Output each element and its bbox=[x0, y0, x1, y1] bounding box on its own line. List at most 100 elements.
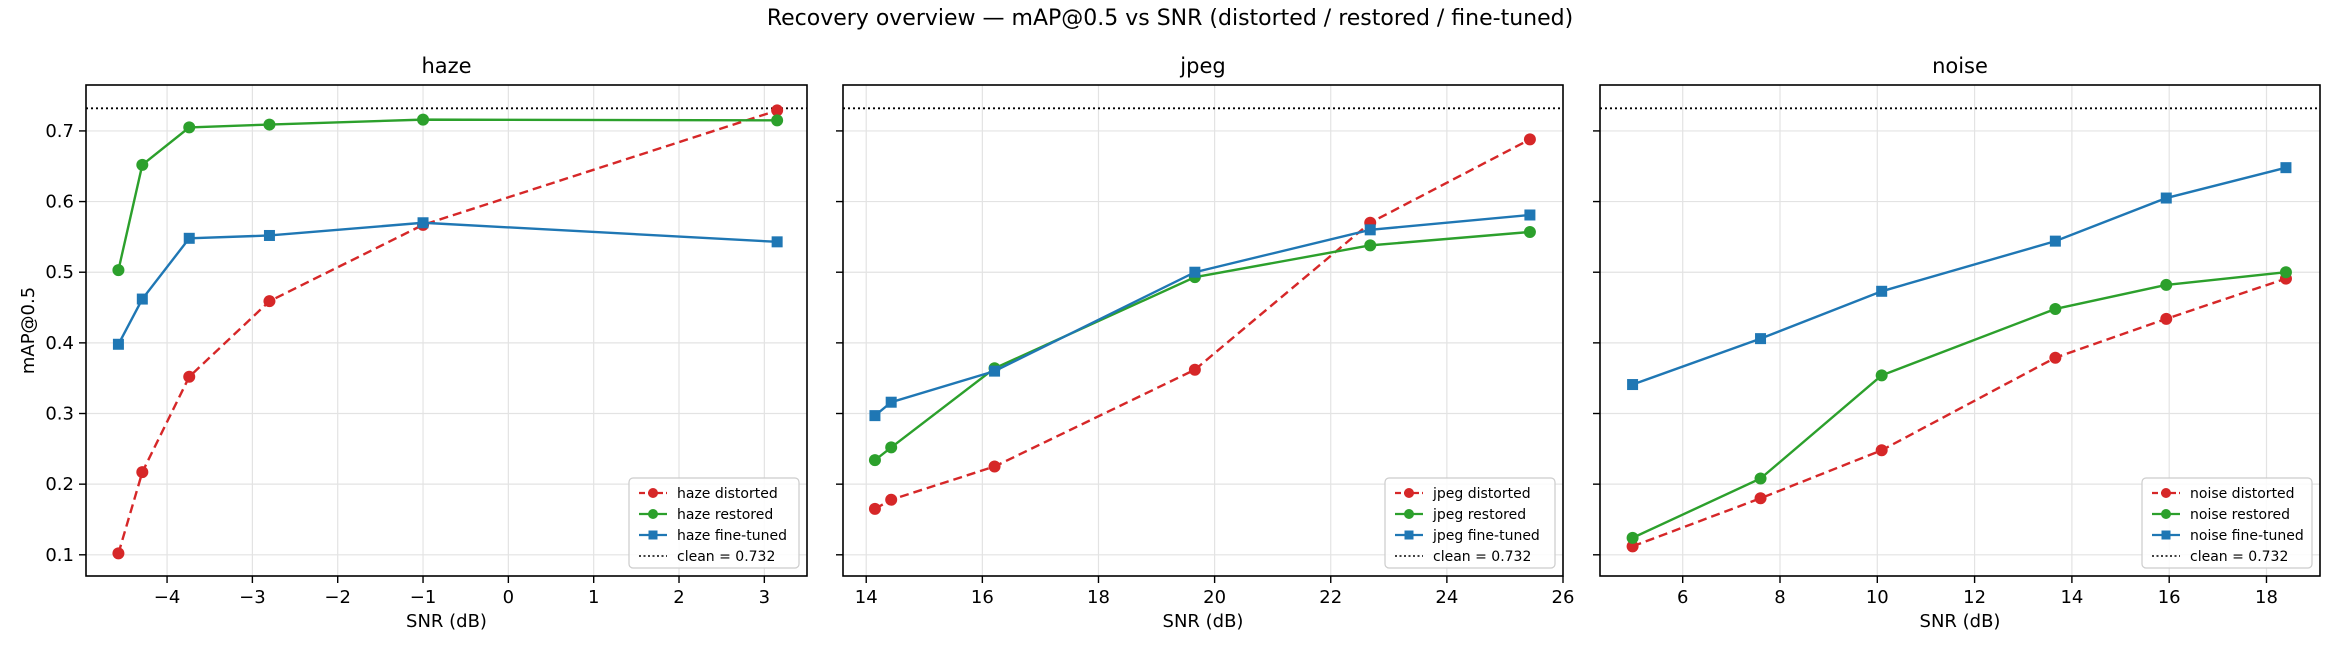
data-point-restored bbox=[771, 114, 784, 127]
series-line-restored bbox=[1632, 271, 2287, 539]
subplot-noise: 6 8 10 12 14 16 18 noise SNR (dB) noise distorted… bbox=[1593, 54, 2321, 632]
legend-frame bbox=[1384, 477, 1556, 569]
data-point-fine_tuned bbox=[1876, 285, 1888, 297]
legend-marker-restored bbox=[1404, 509, 1414, 519]
data-point-fine_tuned bbox=[869, 410, 881, 422]
legend-label-distorted: noise distorted bbox=[2190, 486, 2295, 502]
data-point-distorted bbox=[2160, 312, 2173, 325]
data-point-distorted bbox=[2049, 351, 2062, 364]
data-point-fine_tuned bbox=[1189, 266, 1201, 278]
data-point-distorted bbox=[112, 547, 125, 560]
data-point-distorted bbox=[1188, 363, 1201, 376]
series-line-fine_tuned bbox=[117, 221, 778, 345]
x-tick-label: 1 bbox=[588, 587, 599, 608]
y-axis-label: mAP@0.5 bbox=[18, 287, 39, 374]
series-line-fine_tuned bbox=[1632, 166, 2287, 386]
subplot-title: haze bbox=[421, 54, 471, 78]
legend-label-clean: clean = 0.732 bbox=[1433, 549, 1531, 565]
x-tick-label: 10 bbox=[1866, 587, 1889, 608]
data-point-fine_tuned bbox=[885, 396, 897, 408]
data-point-restored bbox=[2049, 302, 2062, 315]
x-tick-label: 22 bbox=[1319, 587, 1342, 608]
data-point-distorted bbox=[136, 466, 149, 479]
x-tick-label: 18 bbox=[1087, 587, 1110, 608]
legend-marker-restored bbox=[648, 509, 658, 519]
data-point-restored bbox=[1626, 531, 1639, 544]
legend-label-distorted: jpeg distorted bbox=[1432, 486, 1531, 502]
data-point-fine_tuned bbox=[417, 217, 429, 229]
data-point-fine_tuned bbox=[112, 338, 124, 350]
x-tick-label: 14 bbox=[2060, 587, 2083, 608]
x-tick-label: 20 bbox=[1203, 587, 1226, 608]
axes-frame bbox=[85, 84, 808, 577]
data-point-fine_tuned bbox=[2160, 192, 2172, 204]
x-tick-label: −1 bbox=[410, 587, 437, 608]
subplot-haze: −4 −3 −2 −1 0 1 2 3 0.1 0.2 0.3 0.4 0.5 0.6 0.7 haze SNR… bbox=[18, 54, 808, 632]
legend-label-restored: noise restored bbox=[2190, 507, 2290, 523]
x-axis-label: SNR (dB) bbox=[406, 611, 487, 632]
data-point-restored bbox=[2160, 278, 2173, 291]
y-tick-label: 0.7 bbox=[45, 121, 74, 142]
x-tick-label: 6 bbox=[1677, 587, 1688, 608]
legend-label-fine_tuned: noise fine-tuned bbox=[2190, 528, 2304, 544]
series-line-restored bbox=[874, 230, 1531, 462]
data-point-fine_tuned bbox=[989, 365, 1001, 377]
x-tick-label: −2 bbox=[324, 587, 351, 608]
x-axis-label: SNR (dB) bbox=[1920, 611, 2001, 632]
data-point-fine_tuned bbox=[1755, 333, 1767, 345]
x-tick-label: 3 bbox=[759, 587, 770, 608]
data-point-fine_tuned bbox=[2049, 235, 2061, 247]
x-tick-label: 12 bbox=[1963, 587, 1986, 608]
legend-frame bbox=[2141, 477, 2313, 569]
data-point-distorted bbox=[1626, 540, 1639, 553]
data-point-restored bbox=[1523, 225, 1536, 238]
legend-label-distorted: haze distorted bbox=[677, 486, 778, 502]
legend-label-clean: clean = 0.732 bbox=[677, 549, 775, 565]
subplot-jpeg: 14 16 18 20 22 24 26 jpeg SNR (dB) jpeg distorted… bbox=[836, 54, 1574, 632]
legend-marker-fine_tuned bbox=[648, 530, 658, 540]
series-line-restored bbox=[117, 118, 778, 271]
legend: jpeg distorted jpeg restored jpeg fine-tun… bbox=[1384, 477, 1556, 569]
data-point-distorted bbox=[1754, 492, 1767, 505]
series-line-distorted bbox=[874, 138, 1531, 510]
data-point-distorted bbox=[183, 370, 196, 383]
x-tick-label: 16 bbox=[971, 587, 994, 608]
data-point-restored bbox=[1875, 369, 1888, 382]
figure-title: Recovery overview — mAP@0.5 vs SNR (dist… bbox=[766, 6, 1574, 31]
legend: haze distorted haze restored haze fine-tun… bbox=[628, 477, 800, 569]
x-tick-label: 14 bbox=[855, 587, 878, 608]
subplot-title: jpeg bbox=[1179, 54, 1225, 78]
legend-label-fine_tuned: haze fine-tuned bbox=[677, 528, 787, 544]
legend-marker-fine_tuned bbox=[1404, 530, 1414, 540]
x-tick-label: 0 bbox=[503, 587, 514, 608]
legend-marker-distorted bbox=[2161, 488, 2171, 498]
data-point-distorted bbox=[1875, 444, 1888, 457]
x-tick-label: 2 bbox=[673, 587, 684, 608]
legend-marker-fine_tuned bbox=[2161, 530, 2171, 540]
data-point-fine_tuned bbox=[183, 232, 195, 244]
y-tick-label: 0.3 bbox=[45, 404, 74, 425]
data-point-restored bbox=[1754, 472, 1767, 485]
data-point-fine_tuned bbox=[263, 229, 275, 241]
legend: noise distorted noise restored noise fine-… bbox=[2141, 477, 2313, 569]
data-point-fine_tuned bbox=[1627, 379, 1639, 391]
data-point-distorted bbox=[885, 493, 898, 506]
data-point-restored bbox=[868, 454, 881, 467]
y-tick-label: 0.4 bbox=[45, 333, 74, 354]
x-tick-label: −4 bbox=[154, 587, 181, 608]
data-point-restored bbox=[136, 158, 149, 171]
series-line-distorted bbox=[117, 109, 778, 554]
data-point-fine_tuned bbox=[136, 293, 148, 305]
data-point-restored bbox=[1364, 239, 1377, 252]
legend-frame bbox=[628, 477, 800, 569]
data-point-distorted bbox=[263, 295, 276, 308]
data-point-restored bbox=[112, 264, 125, 277]
data-point-fine_tuned bbox=[1524, 209, 1536, 221]
legend-label-fine_tuned: jpeg fine-tuned bbox=[1432, 528, 1540, 544]
legend-label-clean: clean = 0.732 bbox=[2190, 549, 2288, 565]
y-tick-label: 0.1 bbox=[45, 545, 74, 566]
subplot-title: noise bbox=[1932, 54, 1988, 78]
data-point-restored bbox=[2279, 266, 2292, 279]
data-point-fine_tuned bbox=[771, 236, 783, 248]
